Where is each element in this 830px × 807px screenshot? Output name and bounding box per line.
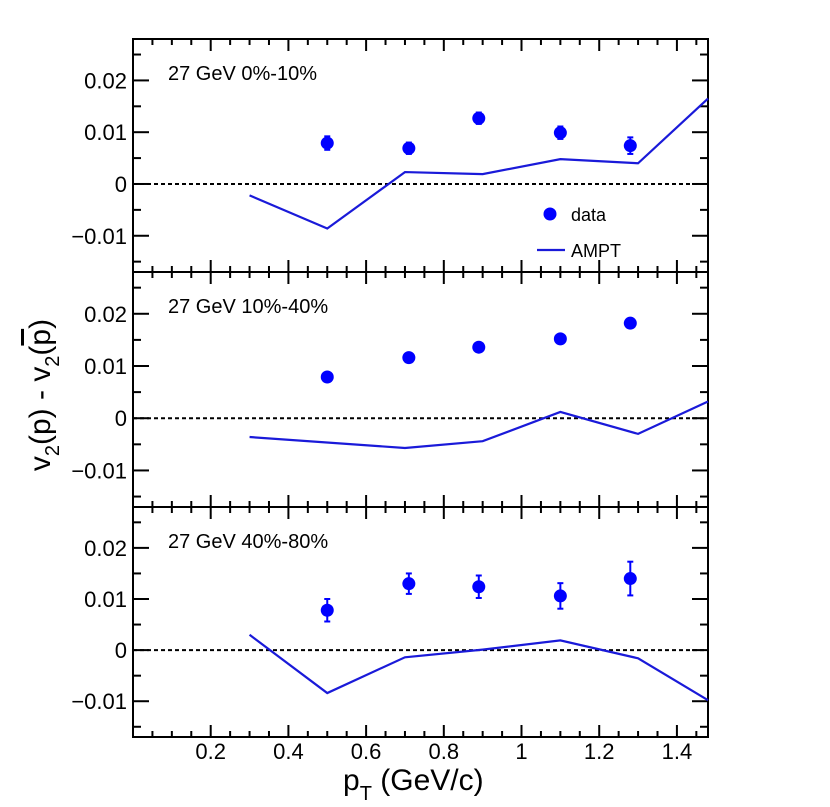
legend-data-marker (543, 207, 557, 221)
x-tick-label: 0.4 (273, 739, 304, 764)
panel-1: −0.01 0 0.01 0.02 27 GeV 0%-10% data AMPT (71, 38, 709, 273)
data-point (553, 126, 567, 140)
legend-data-label: data (571, 205, 607, 225)
x-tick-label: 1.4 (662, 739, 693, 764)
x-tick-label: 0.8 (429, 739, 460, 764)
data-point (472, 580, 486, 594)
x-tick-label: 0.6 (351, 739, 382, 764)
data-point (402, 577, 416, 591)
data-point (472, 340, 486, 354)
y-tick-label: 0.01 (84, 587, 127, 612)
y-tick-label: 0 (115, 638, 127, 663)
data-point (402, 351, 416, 365)
svg-text:v2(p) - v2(p): v2(p) - v2(p) (24, 319, 64, 471)
data-point (623, 316, 637, 330)
y-tick-label: 0.01 (84, 354, 127, 379)
data-point (320, 136, 334, 150)
y-tick-label: 0 (115, 172, 127, 197)
data-point (472, 111, 486, 125)
data-point (320, 370, 334, 384)
y-tick-label: −0.01 (71, 458, 127, 483)
panel-frame (132, 506, 709, 738)
y-tick-label: −0.01 (71, 224, 127, 249)
panel-label: 27 GeV 0%-10% (168, 63, 317, 85)
y-tick-label: 0.02 (84, 536, 127, 561)
panel-3: −0.01 0 0.01 0.02 27 GeV 40%-80% (71, 506, 709, 738)
panel-2: −0.01 0 0.01 0.02 27 GeV 10%-40% (71, 271, 709, 508)
ampt-line (249, 97, 709, 230)
data-point (623, 139, 637, 153)
legend-ampt-label: AMPT (571, 241, 621, 261)
data-point (320, 603, 334, 617)
x-tick-label: 1 (515, 739, 527, 764)
x-tick-label: 1.2 (584, 739, 615, 764)
panel-label: 27 GeV 10%-40% (168, 296, 328, 318)
data-point (553, 589, 567, 603)
y-tick-label: −0.01 (71, 689, 127, 714)
x-tick-label: 0.2 (195, 739, 226, 764)
panel-label: 27 GeV 40%-80% (168, 531, 328, 553)
ampt-line (249, 400, 709, 450)
x-axis: 0.2 0.4 0.6 0.8 1 1.2 1.4 (195, 739, 692, 764)
data-point (623, 572, 637, 586)
y-tick-label: 0.01 (84, 120, 127, 145)
data-point (402, 141, 416, 155)
ampt-line (248, 633, 709, 702)
y-tick-label: 0.02 (84, 302, 127, 327)
y-tick-label: 0 (115, 406, 127, 431)
y-axis-title: v2(p) - v2(p) (24, 319, 64, 471)
data-point (553, 332, 567, 346)
x-axis-title: pT (GeV/c) (343, 764, 484, 805)
pbar-symbol: p (24, 329, 57, 346)
legend: data AMPT (537, 205, 621, 261)
y-tick-label: 0.02 (84, 68, 127, 93)
